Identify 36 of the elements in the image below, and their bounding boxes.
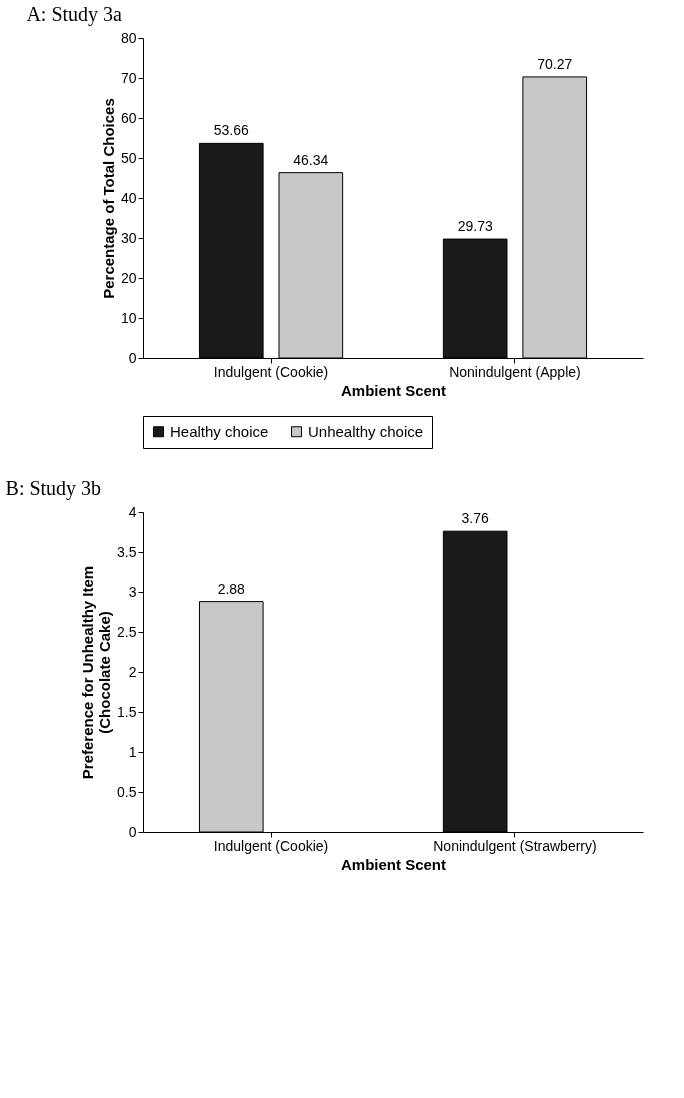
y-tick-label: 1.5 (117, 703, 137, 720)
y-axis-title: Preference for Unhealthy Item (Chocolate Cake) (79, 565, 114, 780)
y-tick-label: 3 (128, 583, 137, 600)
x-tick-label: Indulgent (Cookie) (213, 363, 329, 380)
legend-label: Healthy choice (170, 422, 269, 440)
y-tick-label: 0 (128, 823, 137, 840)
data-label: 70.27 (537, 55, 573, 72)
x-tick-label: Indulgent (Cookie) (213, 837, 329, 854)
y-tick-label: 70 (120, 69, 137, 86)
y-tick-label: 50 (120, 149, 137, 166)
data-label: 29.73 (457, 218, 493, 235)
chart-title: A: Study 3a (26, 3, 123, 26)
y-axis-title: Percentage of Total Choices (99, 98, 117, 299)
y-tick-label: 30 (120, 229, 137, 246)
y-tick-label: 10 (120, 309, 137, 326)
legend-label: Unhealthy choice (308, 422, 424, 440)
data-label: 3.76 (461, 510, 490, 527)
y-tick-label: 60 (120, 109, 137, 126)
y-tick-label: 0 (128, 349, 137, 366)
y-tick-label: 4 (128, 503, 137, 520)
data-label: 2.88 (217, 580, 246, 597)
data-label: 46.34 (293, 151, 329, 168)
x-tick-label: Nonindulgent (Strawberry) (433, 837, 597, 854)
x-axis-title: Ambient Scent (340, 381, 447, 399)
x-axis-title: Ambient Scent (340, 855, 447, 873)
y-tick-label: 40 (120, 189, 137, 206)
x-tick-label: Nonindulgent (Apple) (449, 363, 581, 380)
y-tick-label: 2 (128, 663, 137, 680)
y-tick-label: 20 (120, 269, 137, 286)
y-tick-label: 80 (120, 29, 137, 46)
y-tick-label: 1 (128, 743, 137, 760)
y-tick-label: 3.5 (117, 543, 137, 560)
data-label: 53.66 (213, 122, 250, 139)
y-tick-label: 2.5 (117, 623, 137, 640)
y-tick-label: 0.5 (117, 783, 137, 800)
chart-title: B: Study 3b (5, 477, 102, 500)
